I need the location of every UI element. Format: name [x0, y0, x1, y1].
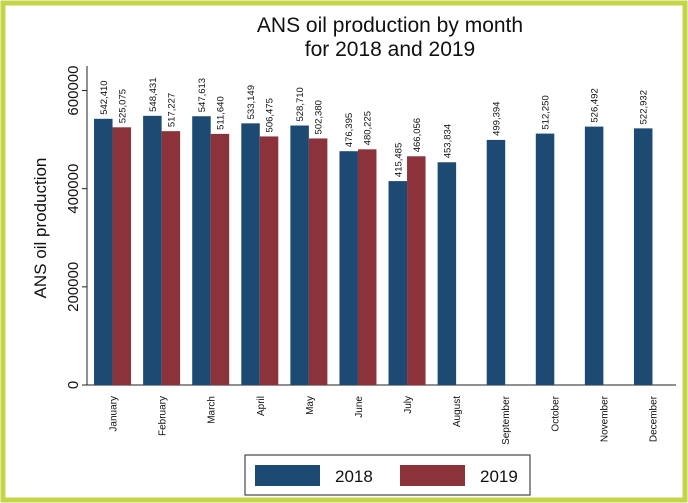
bar [94, 118, 113, 385]
bar [210, 133, 230, 385]
legend-swatch [255, 465, 320, 486]
x-tick-label: November [599, 395, 610, 442]
bar [339, 151, 358, 385]
x-tick-label: March [207, 396, 218, 424]
data-label: 502,380 [314, 100, 325, 134]
data-label: 476,395 [344, 113, 355, 147]
x-tick-label: May [305, 396, 316, 415]
data-label: 525,075 [117, 89, 128, 123]
legend-label: 2019 [480, 467, 518, 486]
data-label: 466,056 [412, 118, 423, 152]
chart-title: ANS oil production by month [257, 14, 523, 37]
data-label: 511,640 [215, 96, 226, 130]
bar [112, 127, 132, 385]
bar [633, 128, 653, 385]
bar [143, 115, 162, 386]
bar [161, 131, 181, 385]
data-label: 526,492 [590, 88, 601, 122]
x-tick-label: June [354, 396, 365, 418]
bar [535, 133, 555, 385]
data-label: 415,485 [393, 143, 404, 177]
y-tick-label: 600000 [65, 66, 82, 116]
bar [584, 126, 604, 386]
data-label: 528,710 [295, 87, 306, 121]
x-tick-label: April [256, 396, 267, 416]
bar [241, 123, 260, 386]
data-label: 453,834 [442, 124, 453, 158]
data-label: 542,410 [99, 80, 110, 114]
data-label: 512,250 [541, 95, 552, 129]
y-tick-label: 200000 [65, 262, 82, 312]
bar [437, 162, 457, 385]
x-tick-label: August [452, 396, 463, 427]
data-label: 499,394 [491, 102, 502, 136]
bar [259, 136, 279, 385]
x-tick-label: December [648, 395, 659, 442]
data-label: 522,932 [639, 90, 650, 124]
data-label: 547,613 [197, 78, 208, 112]
bar [388, 181, 408, 385]
data-label: 517,227 [166, 93, 177, 127]
bar [357, 149, 377, 385]
legend-swatch [400, 465, 465, 486]
data-label: 480,225 [363, 111, 374, 145]
data-label: 506,475 [265, 98, 276, 132]
x-tick-label: September [501, 395, 512, 445]
data-label: 548,431 [148, 78, 159, 112]
y-axis-label: ANS oil production [31, 158, 50, 299]
bar [290, 125, 309, 386]
legend-label: 2018 [335, 467, 373, 486]
bar [407, 156, 426, 385]
y-tick-label: 400000 [65, 164, 82, 214]
bar [192, 116, 211, 386]
x-tick-label: July [403, 396, 414, 414]
chart-title: for 2018 and 2019 [305, 38, 475, 61]
bar [486, 139, 506, 385]
data-label: 533,149 [246, 85, 257, 119]
x-tick-label: October [550, 395, 561, 431]
bar [308, 138, 328, 385]
x-tick-label: February [158, 396, 169, 436]
y-tick-label: 0 [65, 381, 82, 389]
x-tick-label: January [109, 396, 120, 432]
